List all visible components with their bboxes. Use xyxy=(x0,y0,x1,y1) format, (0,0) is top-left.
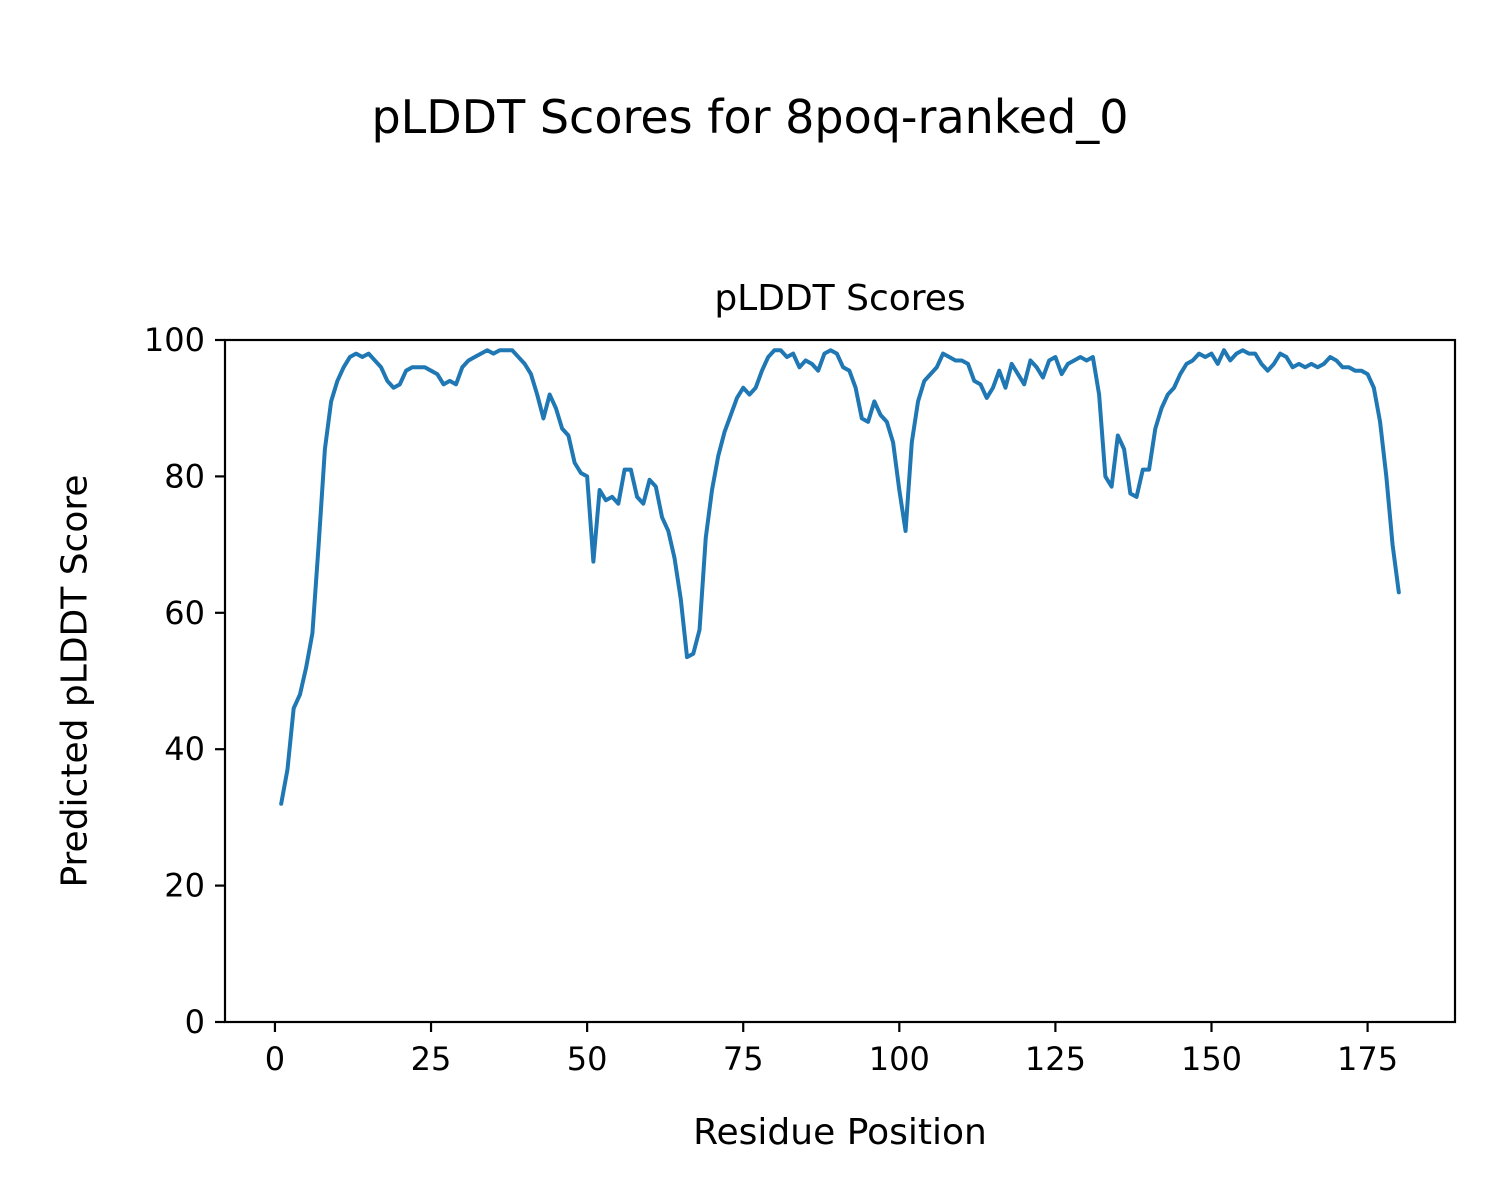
y-tick-label: 100 xyxy=(144,321,205,359)
x-tick-label: 0 xyxy=(265,1040,285,1078)
x-tick-label: 175 xyxy=(1337,1040,1398,1078)
x-axis-label: Residue Position xyxy=(693,1112,987,1153)
y-tick-label: 80 xyxy=(164,457,205,495)
y-tick-label: 40 xyxy=(164,730,205,768)
axes-spines xyxy=(223,338,1457,1024)
y-tick-label: 0 xyxy=(185,1003,205,1041)
x-tick-label: 150 xyxy=(1181,1040,1242,1078)
x-tick-label: 100 xyxy=(869,1040,930,1078)
figure-title: pLDDT Scores for 8poq-ranked_0 xyxy=(371,90,1129,144)
x-tick-label: 75 xyxy=(723,1040,764,1078)
x-tick-label: 125 xyxy=(1025,1040,1086,1078)
plddt-line xyxy=(279,348,1401,806)
x-tick-label: 50 xyxy=(567,1040,608,1078)
y-tick-label: 60 xyxy=(164,594,205,632)
x-tick-label: 25 xyxy=(411,1040,452,1078)
y-tick-label: 20 xyxy=(164,867,205,905)
axes-title: pLDDT Scores xyxy=(714,278,966,319)
